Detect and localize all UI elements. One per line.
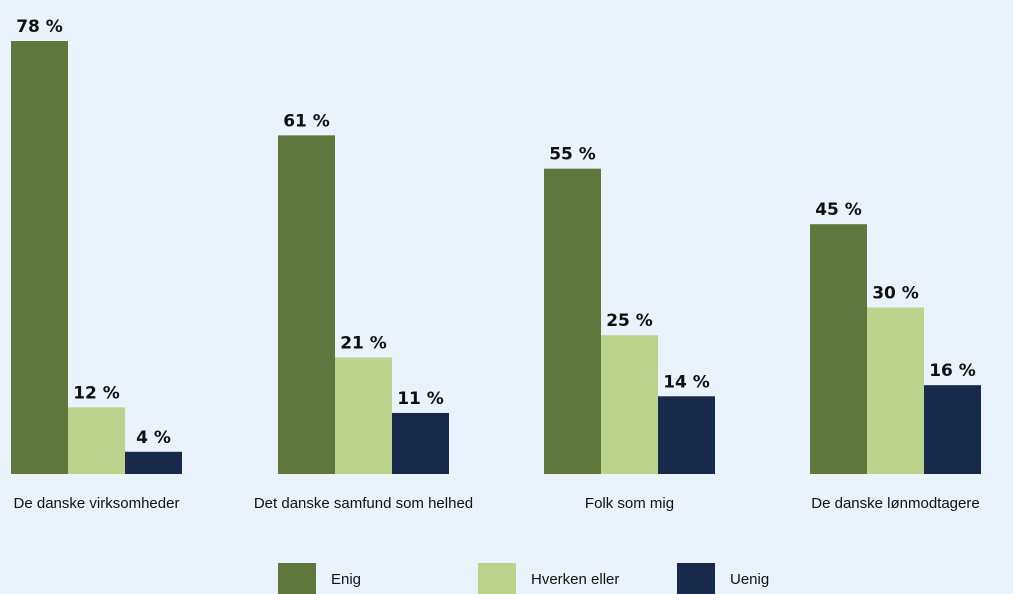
- legend-label: Uenig: [730, 571, 769, 588]
- legend-swatch-enig: [278, 563, 316, 594]
- data-label: 14 %: [663, 372, 710, 392]
- data-label: 78 %: [16, 17, 63, 37]
- data-label: 25 %: [606, 311, 653, 331]
- bar-uenig-4: [924, 385, 981, 474]
- data-label: 4 %: [136, 428, 171, 448]
- data-label: 16 %: [929, 361, 976, 381]
- data-label: 55 %: [549, 145, 596, 165]
- bar-uenig-3: [658, 396, 715, 474]
- bar-enig-3: [544, 168, 601, 474]
- category-label: Folk som mig: [585, 495, 674, 512]
- bar-hverken-eller-3: [601, 335, 658, 474]
- bar-enig-4: [810, 224, 867, 474]
- legend-label: Enig: [331, 571, 361, 588]
- bar-enig-2: [278, 135, 335, 474]
- bar-hverken-eller-2: [335, 357, 392, 474]
- category-label: De danske lønmodtagere: [811, 495, 979, 512]
- data-label: 11 %: [397, 389, 444, 409]
- data-label: 30 %: [872, 283, 919, 303]
- bars-layer: [11, 41, 981, 474]
- bar-hverken-eller-4: [867, 307, 924, 474]
- legend-swatch-hverken-eller: [478, 563, 516, 594]
- data-label: 61 %: [283, 111, 330, 131]
- legend: Enig Hverken eller Uenig: [278, 563, 769, 594]
- data-label: 45 %: [815, 200, 862, 220]
- data-label: 21 %: [340, 333, 387, 353]
- category-label: Det danske samfund som helhed: [254, 495, 473, 512]
- category-label: De danske virksomheder: [14, 495, 180, 512]
- category-labels-layer: De danske virksomheder Det danske samfund…: [14, 495, 980, 512]
- legend-label: Hverken eller: [531, 571, 619, 588]
- legend-swatch-uenig: [677, 563, 715, 594]
- data-label: 12 %: [73, 383, 120, 403]
- bar-hverken-eller-1: [68, 407, 125, 474]
- bar-uenig-2: [392, 412, 449, 474]
- bar-uenig-1: [125, 451, 182, 474]
- value-labels-layer: 78 % 12 % 4 % 61 % 21 % 11 % 55 % 25 % 14 % 45 % 3…: [16, 17, 976, 448]
- bar-enig-1: [11, 41, 68, 474]
